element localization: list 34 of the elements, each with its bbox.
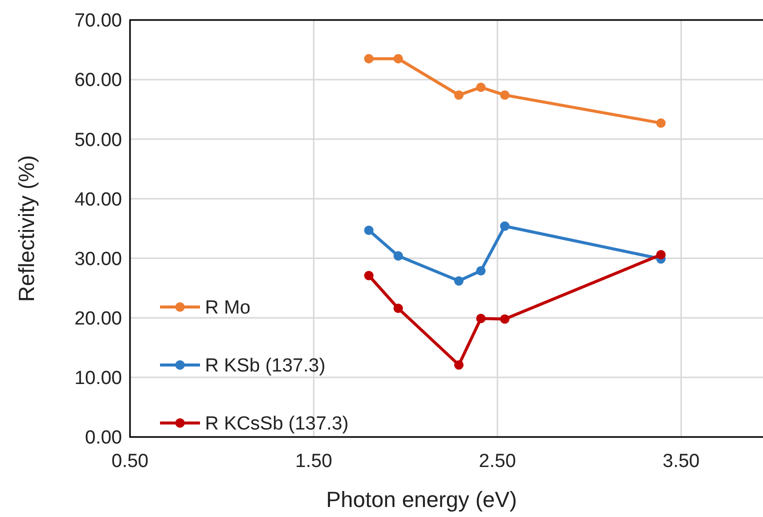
point xyxy=(394,251,403,261)
point xyxy=(656,118,666,128)
legend-label: R KSb (137.3) xyxy=(205,356,326,377)
point xyxy=(500,314,510,324)
point xyxy=(394,54,403,64)
point xyxy=(454,276,464,286)
y-tick-label: 10.00 xyxy=(74,368,122,390)
point xyxy=(500,90,510,100)
x-tick-label: 2.50 xyxy=(478,451,516,472)
point xyxy=(364,54,374,64)
point xyxy=(476,266,486,276)
point xyxy=(364,270,374,280)
legend-label: R KCsSb (137.3) xyxy=(205,414,349,435)
y-axis-title: Reflectivity (%) xyxy=(14,155,39,302)
y-tick-label: 30.00 xyxy=(74,248,122,270)
point xyxy=(476,82,486,92)
y-tick-label: 0.00 xyxy=(85,428,122,449)
point xyxy=(476,314,486,324)
y-tick-label: 50.00 xyxy=(74,130,122,151)
legend-label: R Mo xyxy=(205,298,250,319)
y-tick-label: 60.00 xyxy=(74,70,122,92)
x-tick-label: 0.50 xyxy=(112,451,148,472)
x-axis-title: Photon energy (eV) xyxy=(326,487,517,512)
point xyxy=(656,250,666,260)
point xyxy=(364,226,374,235)
point xyxy=(500,221,510,231)
point xyxy=(454,360,464,370)
point xyxy=(454,90,464,100)
x-tick-label: 1.50 xyxy=(295,451,332,472)
x-tick-label: 3.50 xyxy=(662,451,700,472)
point xyxy=(394,304,403,314)
y-tick-label: 20.00 xyxy=(74,308,122,330)
y-tick-label: 40.00 xyxy=(74,189,122,210)
y-tick-label: 70.00 xyxy=(74,10,122,32)
